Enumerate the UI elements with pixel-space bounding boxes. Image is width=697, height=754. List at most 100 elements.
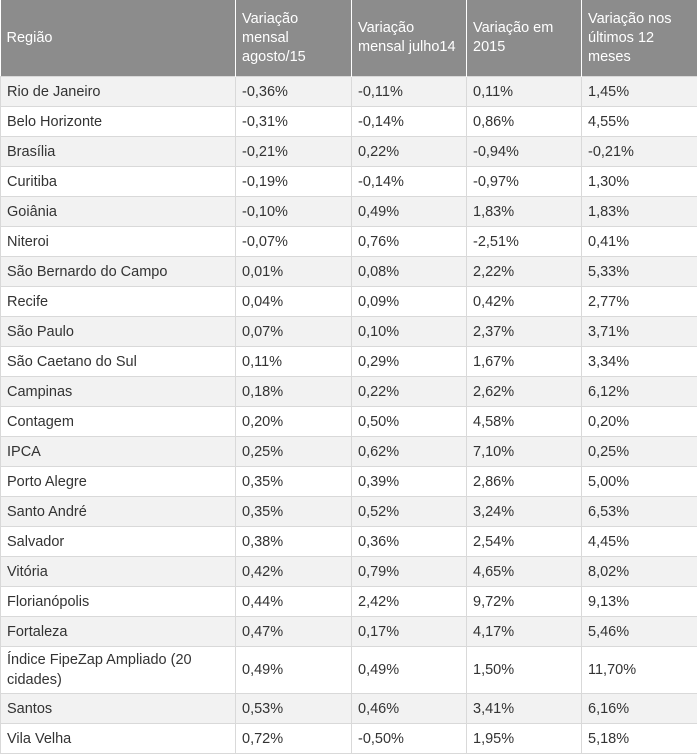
- value-cell: -0,94%: [467, 137, 582, 167]
- value-cell: 2,37%: [467, 317, 582, 347]
- value-cell: 4,58%: [467, 407, 582, 437]
- region-cell: São Bernardo do Campo: [1, 257, 236, 287]
- value-cell: 6,53%: [582, 497, 697, 527]
- value-cell: -0,36%: [236, 77, 352, 107]
- region-cell: Santo André: [1, 497, 236, 527]
- value-cell: 4,55%: [582, 107, 697, 137]
- region-cell: Vitória: [1, 557, 236, 587]
- value-cell: 0,47%: [236, 617, 352, 647]
- region-cell: Índice FipeZap Ampliado (20 cidades): [1, 647, 236, 694]
- value-cell: -0,14%: [352, 167, 467, 197]
- value-cell: 7,10%: [467, 437, 582, 467]
- region-cell: Fortaleza: [1, 617, 236, 647]
- value-cell: 9,13%: [582, 587, 697, 617]
- value-cell: 0,20%: [582, 407, 697, 437]
- value-cell: 0,50%: [352, 407, 467, 437]
- value-cell: 8,02%: [582, 557, 697, 587]
- header-cell: Variação em 2015: [467, 0, 582, 77]
- region-cell: Rio de Janeiro: [1, 77, 236, 107]
- value-cell: 0,49%: [352, 197, 467, 227]
- value-cell: 2,54%: [467, 527, 582, 557]
- header-cell: Variação nos últimos 12 meses: [582, 0, 697, 77]
- value-cell: 0,11%: [236, 347, 352, 377]
- value-cell: 0,07%: [236, 317, 352, 347]
- table-row: Rio de Janeiro-0,36%-0,11%0,11%1,45%: [1, 77, 697, 107]
- value-cell: 0,22%: [352, 377, 467, 407]
- region-cell: Belo Horizonte: [1, 107, 236, 137]
- region-cell: Goiânia: [1, 197, 236, 227]
- table-body: Rio de Janeiro-0,36%-0,11%0,11%1,45%Belo…: [1, 77, 697, 754]
- value-cell: 0,42%: [467, 287, 582, 317]
- value-cell: 1,67%: [467, 347, 582, 377]
- value-cell: 0,86%: [467, 107, 582, 137]
- value-cell: -0,11%: [352, 77, 467, 107]
- value-cell: 4,17%: [467, 617, 582, 647]
- value-cell: 0,04%: [236, 287, 352, 317]
- value-cell: 0,11%: [467, 77, 582, 107]
- region-cell: Salvador: [1, 527, 236, 557]
- value-cell: 0,08%: [352, 257, 467, 287]
- value-cell: -0,21%: [582, 137, 697, 167]
- value-cell: 0,52%: [352, 497, 467, 527]
- header-cell: Variação mensal julho14: [352, 0, 467, 77]
- region-cell: IPCA: [1, 437, 236, 467]
- value-cell: 0,49%: [236, 647, 352, 694]
- value-cell: 6,16%: [582, 694, 697, 724]
- value-cell: 1,95%: [467, 724, 582, 754]
- table-row: Curitiba-0,19%-0,14%-0,97%1,30%: [1, 167, 697, 197]
- value-cell: 0,62%: [352, 437, 467, 467]
- value-cell: 9,72%: [467, 587, 582, 617]
- value-cell: 1,30%: [582, 167, 697, 197]
- value-cell: 0,38%: [236, 527, 352, 557]
- value-cell: 4,45%: [582, 527, 697, 557]
- value-cell: 4,65%: [467, 557, 582, 587]
- region-cell: Curitiba: [1, 167, 236, 197]
- value-cell: -0,07%: [236, 227, 352, 257]
- value-cell: 3,24%: [467, 497, 582, 527]
- region-cell: Campinas: [1, 377, 236, 407]
- value-cell: 2,86%: [467, 467, 582, 497]
- value-cell: 5,33%: [582, 257, 697, 287]
- value-cell: 0,17%: [352, 617, 467, 647]
- value-cell: 0,76%: [352, 227, 467, 257]
- value-cell: -0,31%: [236, 107, 352, 137]
- value-cell: -0,97%: [467, 167, 582, 197]
- value-cell: -2,51%: [467, 227, 582, 257]
- value-cell: 2,42%: [352, 587, 467, 617]
- value-cell: -0,10%: [236, 197, 352, 227]
- value-cell: 1,83%: [582, 197, 697, 227]
- table-row: Niteroi-0,07%0,76%-2,51%0,41%: [1, 227, 697, 257]
- region-cell: Contagem: [1, 407, 236, 437]
- value-cell: 0,20%: [236, 407, 352, 437]
- value-cell: 0,29%: [352, 347, 467, 377]
- region-cell: Porto Alegre: [1, 467, 236, 497]
- value-cell: 0,53%: [236, 694, 352, 724]
- value-cell: 0,09%: [352, 287, 467, 317]
- value-cell: 0,01%: [236, 257, 352, 287]
- region-cell: São Caetano do Sul: [1, 347, 236, 377]
- value-cell: 0,22%: [352, 137, 467, 167]
- region-cell: Recife: [1, 287, 236, 317]
- value-cell: 0,36%: [352, 527, 467, 557]
- value-cell: 3,71%: [582, 317, 697, 347]
- value-cell: 1,45%: [582, 77, 697, 107]
- value-cell: 6,12%: [582, 377, 697, 407]
- value-cell: 5,18%: [582, 724, 697, 754]
- value-cell: 5,00%: [582, 467, 697, 497]
- table-row: Goiânia-0,10%0,49%1,83%1,83%: [1, 197, 697, 227]
- region-cell: Niteroi: [1, 227, 236, 257]
- table-row: Índice FipeZap Ampliado (20 cidades)0,49…: [1, 647, 697, 694]
- value-cell: 0,39%: [352, 467, 467, 497]
